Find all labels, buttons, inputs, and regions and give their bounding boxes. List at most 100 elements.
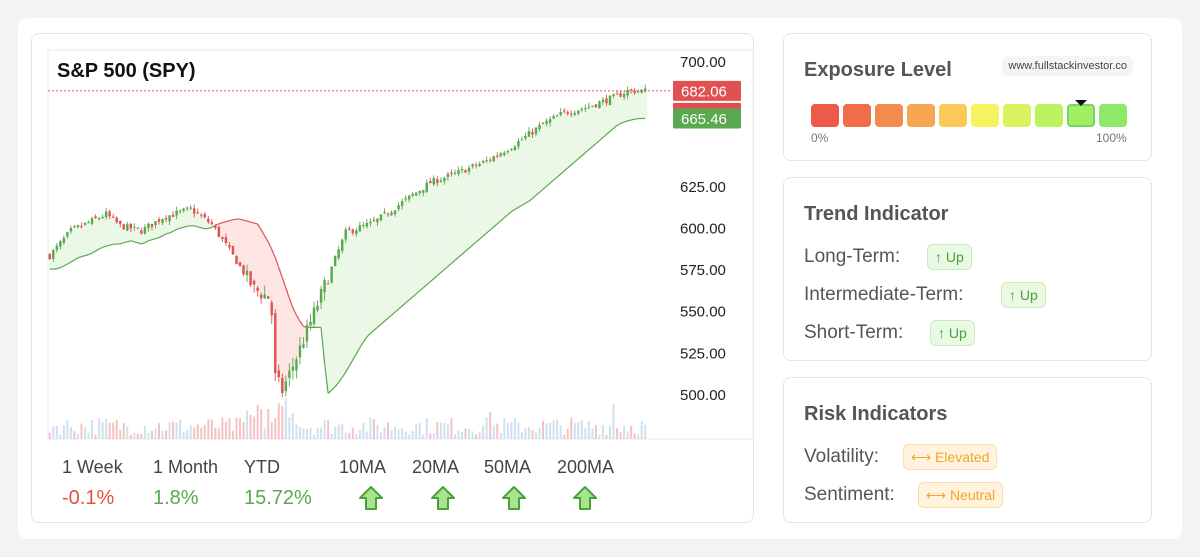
volume-bar (598, 434, 601, 439)
volume-bar (358, 430, 361, 439)
site-badge[interactable]: www.fullstackinvestor.co (1002, 56, 1133, 76)
candle-body (379, 214, 383, 221)
trend-stop-line (525, 200, 530, 204)
trend-stop-line (549, 179, 555, 184)
trend-fill (534, 127, 539, 196)
candle-body (87, 222, 90, 224)
candle-body (281, 377, 284, 393)
candle-body (171, 214, 175, 217)
trend-fill (488, 160, 493, 230)
volume-bar (112, 422, 115, 439)
candle-body (52, 250, 55, 259)
candle-body (73, 226, 76, 228)
trend-stop-line (560, 170, 565, 175)
trend-fill (192, 213, 197, 226)
price-label: 665.46 (681, 111, 727, 128)
volume-bar (394, 427, 397, 439)
volume-bar (242, 422, 245, 439)
candle-body (277, 370, 280, 378)
volume-bar (584, 427, 587, 439)
trend-fill (386, 214, 391, 319)
trend-stop-line (352, 353, 357, 361)
trend-fill (86, 222, 91, 255)
trend-stop-line (88, 252, 93, 256)
candle-body (513, 146, 517, 151)
trend-fill (516, 141, 521, 208)
trend-stop-line (380, 320, 385, 325)
trend-fill (555, 115, 560, 178)
trend-fill (541, 123, 546, 190)
volume-bar (542, 420, 545, 439)
trend-fill (351, 233, 355, 360)
candle-body (62, 237, 66, 243)
volume-bar (626, 431, 629, 439)
candle-body (207, 218, 210, 223)
candle-body (133, 226, 136, 228)
trend-fill (470, 164, 475, 246)
trend-stop-line (239, 218, 244, 221)
volume-bar (175, 422, 178, 439)
trend-fill (259, 229, 264, 299)
trend-fill (227, 220, 232, 248)
trend-fill (456, 170, 461, 258)
trend-stop-line (556, 173, 562, 178)
trend-fill (322, 280, 327, 364)
trend-fill (569, 113, 574, 165)
trend-stop-line (539, 188, 544, 193)
candle-body (619, 93, 622, 97)
volume-bar (246, 410, 249, 439)
volume-bar (471, 431, 474, 439)
candle-body (446, 173, 450, 178)
trend-fill (417, 190, 422, 291)
trend-stop-line (468, 244, 473, 249)
candle-body (122, 224, 125, 230)
trend-fill (608, 95, 613, 132)
scale-min-label: 0% (811, 131, 829, 145)
exposure-title: Exposure Level (804, 59, 952, 81)
candle-body (506, 151, 510, 153)
exposure-segment (1035, 104, 1063, 127)
trend-fill (185, 207, 190, 227)
trend-stop-line (401, 302, 407, 307)
trend-fill (604, 103, 609, 135)
volume-bar (379, 432, 382, 439)
trend-stop-line (169, 230, 174, 234)
trend-fill (573, 112, 577, 162)
volume-bar (193, 427, 196, 439)
candle-body (323, 280, 326, 293)
volume-bar (461, 432, 464, 439)
candle-body (284, 381, 288, 391)
volume-bar (150, 431, 153, 439)
candle-body (267, 296, 270, 299)
trend-stop-line (176, 227, 181, 230)
trend-fill (347, 229, 352, 366)
risk-card: Risk Indicators Volatility: ⟷ Elevated S… (783, 377, 1152, 523)
volume-bar (228, 418, 231, 439)
trend-fill (294, 315, 299, 360)
trend-stop-line (613, 125, 618, 129)
trend-stop-line (225, 220, 230, 223)
trend-fill (446, 173, 450, 267)
trend-fill (301, 326, 306, 345)
trend-stop-line (70, 259, 75, 263)
candle-body (499, 153, 502, 157)
trend-fill (280, 277, 285, 393)
volume-bar (453, 433, 456, 439)
trend-fill (238, 219, 243, 267)
trend-card: Trend Indicator Long-Term: ↑ Up Intermed… (783, 177, 1152, 361)
volume-bar (436, 421, 439, 439)
trend-stop-line (274, 257, 280, 268)
volume-bar (263, 428, 266, 439)
candle-body (358, 225, 362, 232)
volume-bar (115, 419, 118, 439)
candle-body (425, 182, 428, 192)
trend-fill (562, 110, 567, 171)
trend-stop-line (194, 225, 198, 228)
trend-fill (284, 288, 288, 382)
candle-body (407, 195, 411, 200)
trend-stop-line (232, 218, 237, 221)
trend-stop-line (56, 267, 61, 270)
trend-fill (199, 215, 204, 228)
volume-bar (418, 423, 421, 439)
candle-body (464, 170, 467, 173)
